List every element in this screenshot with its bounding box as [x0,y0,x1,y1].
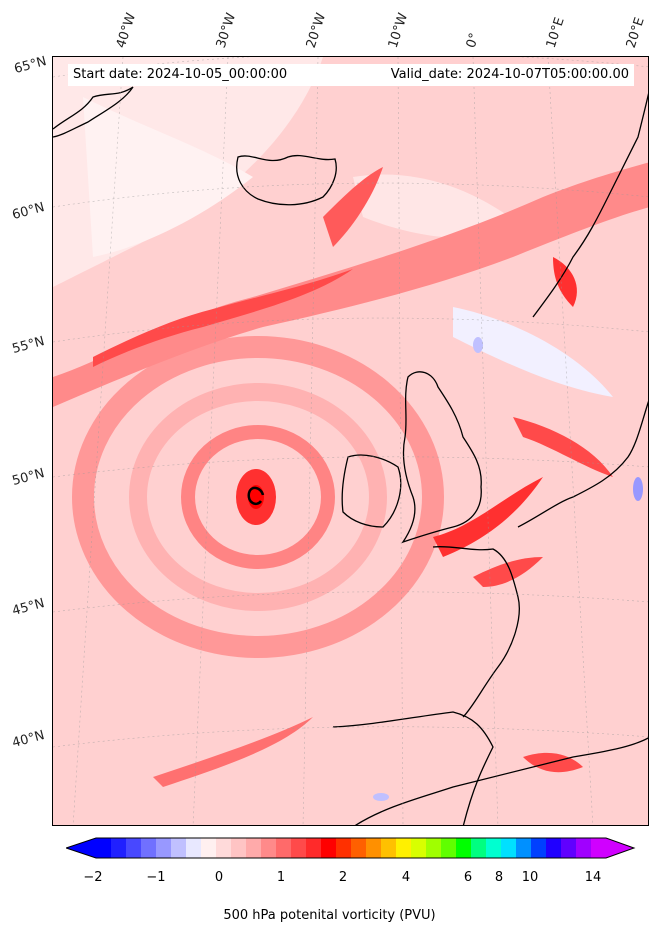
colorbar-segment [321,838,337,858]
colorbar-segment [501,838,517,858]
colorbar-outline [66,837,636,859]
ireland-coast [341,454,402,528]
colorbar-segment [336,838,352,858]
colorbar [66,837,636,859]
pv-streamer [553,257,577,307]
colorbar-segment [456,838,472,858]
colorbar-segment [291,838,307,858]
low-pv-area [353,174,523,238]
pv-swirl-ring [181,425,335,569]
colorbar-segment [546,838,562,858]
pv-streamer [473,557,543,587]
colorbar-segment [156,838,172,858]
colorbar-segment [396,838,412,858]
great-britain-coast [401,371,482,544]
graticule [53,57,648,825]
lat-label-40n: 40°N [10,728,47,751]
colorbar-segment [186,838,202,858]
colorbar-segment [231,838,247,858]
colorbar-tick: −2 [83,870,103,885]
lat-label-50n: 50°N [10,466,47,489]
colorbar-tick: 2 [338,870,348,885]
colorbar-segment [246,838,262,858]
coastlines [53,86,648,825]
greenland-coast [53,86,134,138]
start-date-text: Start date: 2024-10-05_00:00:00 [73,67,288,82]
lon-label-10e: 10°E [543,15,568,51]
pv-swirl-ring [72,336,444,658]
colorbar-max-extend [606,838,634,858]
lon-label-30w: 30°W [213,11,240,50]
colorbar-segment [201,838,217,858]
iberia-coast [332,711,494,825]
colorbar-segment [216,838,232,858]
low-pv-area [453,307,613,397]
negative-pv-blob [373,793,389,801]
colorbar-segment [471,838,487,858]
colorbar-tick: −1 [146,870,166,885]
north-africa-coast [354,737,648,825]
lat-label-55n: 55°N [10,334,47,357]
colorbar-tick: 1 [276,870,286,885]
lon-label-20e: 20°E [623,15,648,51]
colorbar-segment [411,838,427,858]
lon-label-20w: 20°W [303,11,330,50]
colorbar-min-extend [66,838,96,858]
iceland-coast [236,154,337,206]
colorbar-segment [381,838,397,858]
colorbar-segment [171,838,187,858]
france-coast [432,545,520,718]
colorbar-segment [576,838,592,858]
colorbar-tick: 0 [214,870,224,885]
map-panel [52,56,649,826]
colorbar-segment [561,838,577,858]
colorbar-segment [96,838,112,858]
valid-date-text: Valid_date: 2024-10-07T05:00:00.00 [390,67,629,82]
lon-label-10w: 10°W [385,11,412,50]
colorbar-segment [486,838,502,858]
colorbar-segment [261,838,277,858]
pv-jet-core [323,167,383,247]
colorbar-segment [306,838,322,858]
colorbar-segment [276,838,292,858]
negative-pv-blob [473,337,483,353]
pv-streamer [153,717,313,787]
colorbar-tick: 8 [494,870,504,885]
negative-pv-blob [633,477,643,501]
lon-label-0: 0° [463,31,483,50]
pv-field-map [53,57,648,825]
colorbar-segment [141,838,157,858]
date-info-bar: Start date: 2024-10-05_00:00:00 Valid_da… [68,64,634,86]
colorbar-label: 500 hPa potenital vorticity (PVU) [223,908,436,923]
lat-label-65n: 65°N [12,54,49,77]
colorbar-segment [111,838,127,858]
continental-europe-coast [517,400,648,528]
low-pv-area [83,97,253,257]
lon-label-40w: 40°W [113,11,140,50]
colorbar-segment [366,838,382,858]
colorbar-tick: 10 [521,870,539,885]
lat-label-45n: 45°N [10,596,47,619]
colorbar-segment [426,838,442,858]
colorbar-tick: 4 [401,870,411,885]
colorbar-segment [441,838,457,858]
colorbar-segment [126,838,142,858]
pv-swirl-ring [129,383,387,611]
colorbar-segment [351,838,367,858]
colorbar-segment [516,838,532,858]
lat-label-60n: 60°N [10,200,47,223]
cyclone-center-contour [247,486,265,505]
colorbar-tick: 6 [463,870,473,885]
pv-jet-core [93,269,353,367]
colorbar-segment [591,838,607,858]
pv-streamer [513,417,613,477]
colorbar-tick: 14 [584,870,602,885]
scandinavia-coast [532,93,648,318]
colorbar-segment [531,838,547,858]
